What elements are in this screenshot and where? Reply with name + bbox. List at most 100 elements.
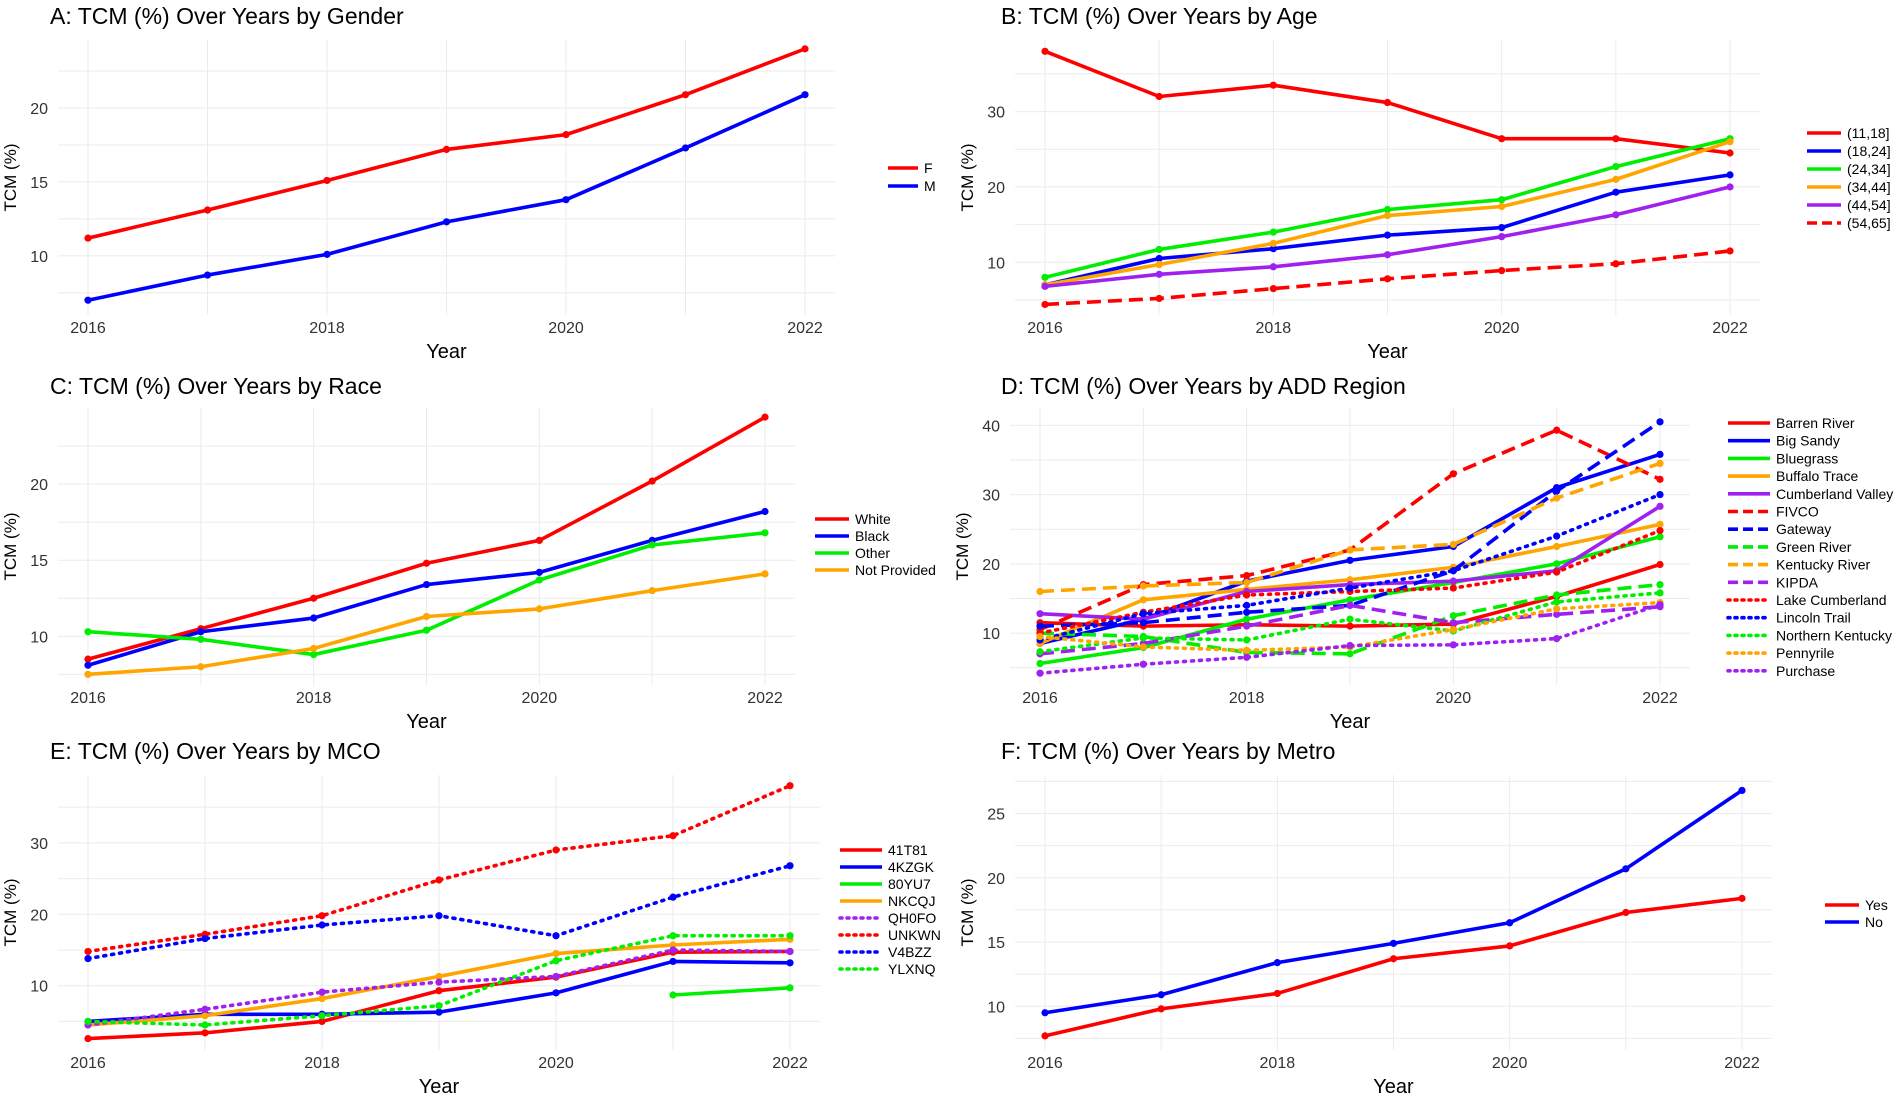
chart-title: C: TCM (%) Over Years by Race [50, 373, 382, 399]
data-point [786, 984, 794, 992]
data-point [1656, 533, 1664, 541]
x-tick-label: 2022 [1642, 690, 1678, 707]
x-tick-label: 2016 [1027, 1055, 1063, 1072]
data-point [84, 1034, 92, 1043]
data-point [422, 559, 431, 567]
data-point [1346, 650, 1354, 658]
data-point [562, 196, 570, 204]
x-axis-title: Year [406, 711, 447, 733]
legend-label: 41T81 [888, 842, 928, 858]
y-tick-label: 20 [30, 907, 48, 924]
legend-label: Big Sandy [1776, 433, 1840, 449]
y-tick-label: 20 [982, 557, 1000, 574]
legend-label: (44,54] [1847, 197, 1891, 213]
series-other [84, 529, 769, 659]
legend-label: 4KZGK [888, 859, 935, 875]
chart-title: F: TCM (%) Over Years by Metro [1001, 738, 1335, 764]
x-tick-label: 2020 [522, 690, 558, 707]
data-point [761, 413, 769, 421]
y-tick-label: 10 [30, 629, 48, 646]
data-point [1612, 135, 1620, 143]
data-point [1036, 587, 1044, 596]
y-tick-label: 30 [30, 836, 48, 853]
legend-label: Lincoln Trail [1776, 610, 1851, 626]
panel-c: 2016 2018 2020 2022 10 15 20 C: TCM (%) Over Ye… [1, 373, 936, 733]
data-point [1449, 612, 1457, 620]
data-point [318, 1012, 326, 1020]
data-point [197, 663, 205, 671]
data-point [310, 594, 318, 602]
data-point [1243, 608, 1251, 616]
data-point [669, 946, 677, 954]
data-point [786, 947, 794, 956]
data-point [1726, 183, 1734, 191]
data-point [201, 1029, 209, 1037]
data-point [1498, 196, 1506, 204]
data-point [201, 1021, 209, 1029]
data-point [761, 570, 769, 578]
data-point [435, 978, 443, 986]
data-point [1269, 263, 1277, 271]
x-tick-label: 2022 [747, 690, 783, 707]
x-tick-label: 2018 [1229, 690, 1265, 707]
data-point [435, 876, 443, 884]
x-tick-label: 2018 [1260, 1055, 1296, 1072]
data-point [1346, 641, 1354, 650]
data-point [1656, 475, 1664, 483]
chart-title: B: TCM (%) Over Years by Age [1001, 3, 1318, 29]
minor-grid [1015, 40, 1760, 315]
series-line [672, 986, 791, 997]
legend-label: Green River [1776, 539, 1852, 555]
data-point [552, 949, 560, 958]
series-f [84, 45, 809, 242]
data-point [442, 218, 451, 226]
data-point [435, 987, 443, 995]
data-point [1612, 175, 1620, 183]
data-point [1553, 605, 1561, 613]
data-point [1155, 270, 1163, 278]
data-point [1243, 615, 1251, 623]
data-point [1269, 245, 1277, 253]
legend-label: Buffalo Trace [1776, 468, 1858, 484]
data-point [786, 782, 794, 790]
data-point [552, 989, 560, 997]
x-axis-title: Year [1373, 1076, 1414, 1098]
panel-b: 2016 2018 2020 2022 10 20 30 B: TCM (%) Over Ye… [958, 3, 1891, 363]
series-kentucky-river [1036, 459, 1664, 596]
data-point [1383, 231, 1392, 239]
data-point [1346, 622, 1354, 630]
series-purchase [1036, 601, 1664, 677]
data-point [1506, 919, 1514, 927]
data-point [1726, 171, 1734, 179]
series--11-18- [1041, 47, 1734, 157]
data-point [435, 912, 443, 920]
data-point [1269, 228, 1277, 236]
data-point [1036, 669, 1044, 677]
data-point [1036, 610, 1044, 618]
data-point [1269, 81, 1277, 89]
data-point [801, 91, 809, 99]
data-point [535, 576, 543, 584]
data-point [1656, 520, 1664, 528]
legend-label: Not Provided [855, 562, 936, 578]
data-point [435, 1002, 443, 1010]
x-tick-label: 2022 [787, 320, 823, 337]
data-point [552, 957, 560, 965]
data-point [1389, 955, 1398, 963]
data-point [1139, 660, 1147, 668]
data-point [197, 628, 205, 636]
data-point [197, 635, 205, 643]
legend-label: Other [855, 545, 890, 561]
legend-label: F [924, 160, 933, 176]
data-point [1553, 494, 1561, 502]
legend-label: Yes [1865, 897, 1888, 913]
data-point [1622, 908, 1630, 917]
series-ylxnq [84, 932, 794, 1029]
data-point [1383, 98, 1392, 107]
x-tick-label: 2020 [548, 320, 584, 337]
legend-label: Northern Kentucky [1776, 627, 1892, 643]
data-point [1738, 894, 1746, 902]
data-point [535, 536, 543, 545]
data-point [1041, 300, 1049, 309]
data-point [1656, 580, 1664, 589]
